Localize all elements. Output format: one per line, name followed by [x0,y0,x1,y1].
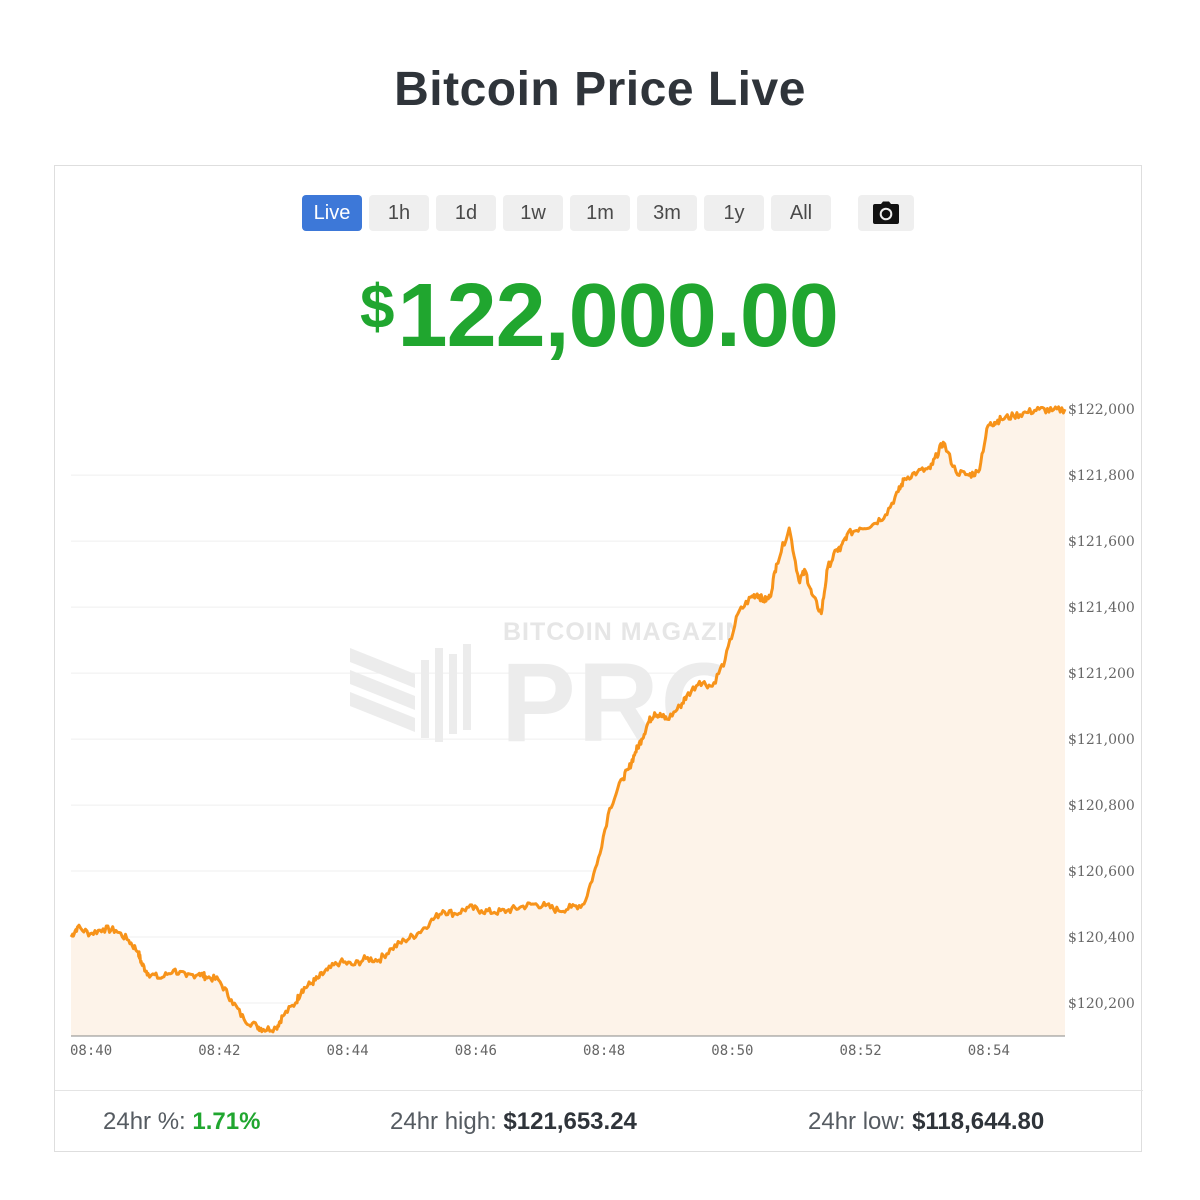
range-button-1h[interactable]: 1h [369,195,429,231]
screenshot-button[interactable] [858,195,914,231]
x-tick-label: 08:52 [840,1043,882,1059]
stat-24hr-percent-value: 1.71% [192,1108,261,1135]
range-button-3m[interactable]: 3m [637,195,697,231]
x-tick-label: 08:44 [327,1043,369,1059]
y-tick-label: $120,800 [1068,798,1135,814]
range-button-1y[interactable]: 1y [704,195,764,231]
range-button-1m[interactable]: 1m [570,195,630,231]
stat-24hr-high-value: $121,653.24 [503,1108,637,1135]
stat-24hr-low: 24hr low: $118,644.80 [808,1108,1044,1136]
chart-axis-ticks: $122,000 $121,800 $121,600 $121,400 $121,200… [70,402,1135,1059]
stat-24hr-low-label: 24hr low: [808,1108,906,1135]
x-tick-label: 08:48 [583,1043,625,1059]
price-area-fill [71,406,1065,1036]
price-card: Live 1h 1d 1w 1m 3m 1y All $122,000.00 B… [54,165,1143,1153]
range-button-live[interactable]: Live [302,195,362,231]
y-tick-label: $121,000 [1068,732,1135,748]
price-currency: $ [360,273,394,342]
y-tick-label: $121,800 [1068,468,1135,484]
range-button-1d[interactable]: 1d [436,195,496,231]
stats-bar: 24hr %: 1.71% 24hr high: $121,653.24 24h… [55,1090,1143,1153]
y-tick-label: $120,600 [1068,864,1135,880]
current-price: $122,000.00 [55,258,1143,366]
range-button-1w[interactable]: 1w [503,195,563,231]
y-tick-label: $122,000 [1068,402,1135,418]
y-tick-label: $121,200 [1068,666,1135,682]
range-button-all[interactable]: All [771,195,831,231]
camera-icon [873,201,899,224]
page-title: Bitcoin Price Live [394,63,806,116]
x-tick-label: 08:40 [70,1043,112,1059]
y-tick-label: $120,400 [1068,930,1135,946]
x-tick-label: 08:50 [711,1043,753,1059]
watermark-line1: BITCOIN MAGAZINE [503,618,762,646]
watermark-logo-icon [350,644,471,742]
y-tick-label: $121,400 [1068,600,1135,616]
x-tick-label: 08:42 [198,1043,240,1059]
y-tick-label: $120,200 [1068,996,1135,1012]
y-tick-label: $121,600 [1068,534,1135,550]
x-tick-label: 08:46 [455,1043,497,1059]
stat-24hr-high: 24hr high: $121,653.24 [390,1108,637,1136]
stat-24hr-percent-label: 24hr %: [103,1108,186,1135]
price-amount: 122,000.00 [397,266,839,366]
stat-24hr-percent: 24hr %: 1.71% [103,1108,260,1136]
stat-24hr-high-label: 24hr high: [390,1108,497,1135]
stat-24hr-low-value: $118,644.80 [912,1108,1045,1135]
x-tick-label: 08:54 [968,1043,1010,1059]
price-line [69,405,1067,1034]
price-chart: BITCOIN MAGAZINE PRO $122,000$121,800$12… [69,402,1135,1059]
